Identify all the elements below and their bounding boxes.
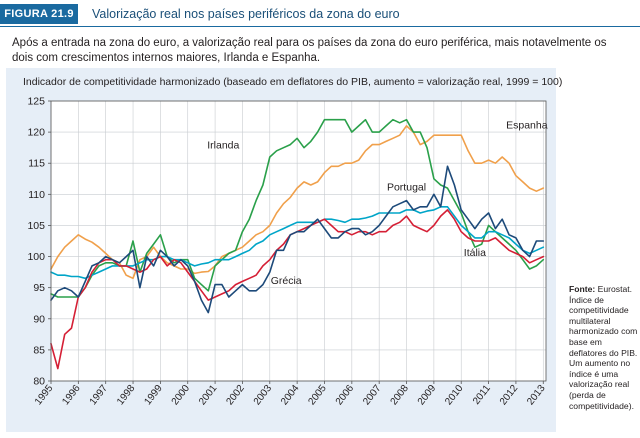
source-note: Fonte: Eurostat. Índice de competitivida… [569,284,639,411]
series-line-irlanda [50,118,545,298]
x-tick-label: 2005 [306,383,329,408]
y-tick-label: 100 [27,251,45,263]
y-tick-label: 120 [27,127,45,139]
y-tick-label: 110 [28,189,45,201]
series-label-espanha: Espanha [506,119,548,131]
series-label-italia: Itália [464,247,486,259]
figure-title: Valorização real nos países periféricos … [92,7,400,21]
y-tick-label: 115 [28,158,45,170]
chart-title: Indicador de competitividade harmonizado… [23,76,563,88]
y-tick-label: 90 [33,313,45,325]
x-tick-label: 2000 [170,383,193,408]
x-tick-label: 2008 [389,383,412,408]
plot-frame [50,100,547,382]
x-tick-label: 2002 [224,383,247,408]
series-line-espanha [50,125,545,280]
y-tick-label: 105 [27,220,45,232]
x-tick-label: 1996 [60,383,83,408]
x-tick-label: 2012 [498,383,521,408]
y-tick-label: 80 [33,376,45,388]
y-tick-label: 85 [33,344,45,356]
x-tick-label: 2003 [252,383,275,408]
intro-text: Após a entrada na zona do euro, a valori… [12,37,607,64]
x-tick-label: 2009 [416,383,439,408]
x-tick-label: 2001 [197,383,220,408]
x-tick-label: 1999 [142,383,165,408]
header-rule [0,26,640,27]
series-label-grecia: Grécia [271,275,302,287]
y-tick-label: 125 [27,96,45,108]
x-tick-label: 2007 [361,383,384,408]
x-tick-label: 1998 [115,383,138,408]
figure-header: FIGURA 21.9 Valorização real nos países … [0,0,640,27]
source-text: Eurostat. Índice de competitividade mult… [569,284,638,411]
y-tick-label: 95 [33,282,45,294]
x-tick-label: 2011 [471,383,493,407]
x-tick-label: 1997 [88,383,111,408]
x-tick-label: 2004 [279,383,302,408]
source-label: Fonte: [569,284,596,294]
figure-label: FIGURA 21.9 [0,4,78,24]
x-tick-label: 2006 [334,383,357,408]
series-line-portugal [50,206,545,280]
x-tick-label: 2013 [525,383,548,408]
x-tick-label: 2010 [443,383,466,408]
series-label-portugal: Portugal [387,182,426,194]
series-line-italia [50,165,545,314]
series-label-irlanda: Irlanda [207,139,239,151]
